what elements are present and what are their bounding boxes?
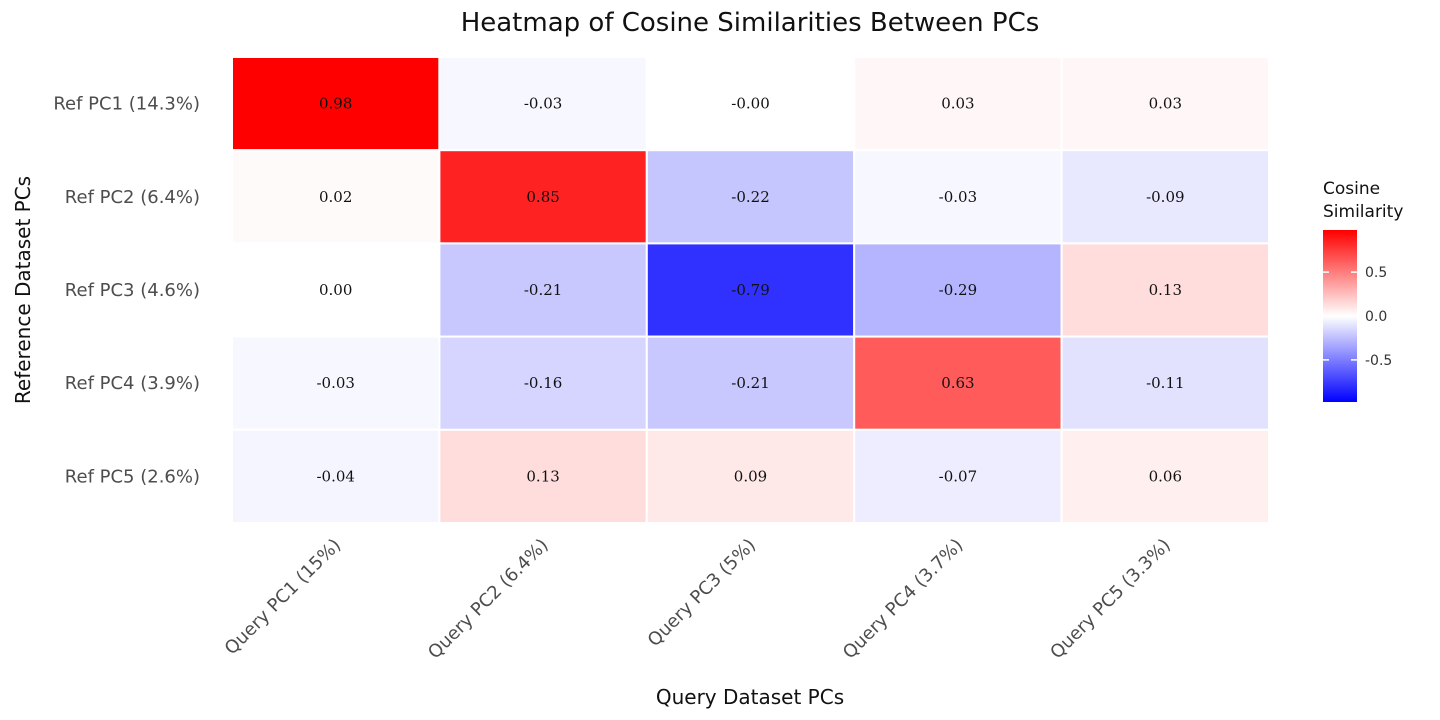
cell-value-label: 0.03 bbox=[1149, 95, 1182, 113]
cell-value-label: -0.21 bbox=[524, 281, 562, 299]
heatmap-cell-r4-c4 bbox=[853, 335, 1063, 431]
x-axis-title: Query Dataset PCs bbox=[656, 685, 844, 709]
cell-value-label: -0.16 bbox=[524, 374, 562, 392]
cell-value-label: 0.63 bbox=[941, 374, 974, 392]
cell-value-label: 0.00 bbox=[319, 281, 352, 299]
cell-value-label: -0.03 bbox=[316, 374, 354, 392]
cell-value-label: 0.13 bbox=[1149, 281, 1182, 299]
heatmap-cell-labels: 0.98 -0.03 -0.00 0.03 0.03 0.02 0.85 -0.22 -0.03… bbox=[316, 95, 1184, 486]
cell-value-label: 0.03 bbox=[941, 95, 974, 113]
cell-value-label: 0.06 bbox=[1149, 467, 1182, 485]
cell-value-label: 0.85 bbox=[526, 188, 559, 206]
cell-value-label: -0.79 bbox=[731, 281, 769, 299]
cell-value-label: -0.11 bbox=[1146, 374, 1184, 392]
heatmap-cell-r4-c3 bbox=[645, 335, 856, 431]
y-tick-label: Ref PC1 (14.3%) bbox=[53, 94, 200, 115]
heatmap-cell-r2-c3 bbox=[645, 149, 856, 245]
cell-value-label: -0.00 bbox=[731, 95, 769, 113]
x-axis-tick-labels: Query PC1 (15%) Query PC2 (6.4%) Query PC3… bbox=[221, 535, 1175, 664]
cell-value-label: 0.09 bbox=[734, 467, 767, 485]
y-tick-label: Ref PC3 (4.6%) bbox=[65, 280, 200, 301]
y-tick-label: Ref PC4 (3.9%) bbox=[65, 373, 200, 394]
heatmap-cell-r1-c4 bbox=[853, 56, 1063, 152]
heatmap-cell-r2-c1 bbox=[231, 149, 441, 245]
heatmap-cell-r4-c5 bbox=[1060, 335, 1270, 431]
heatmap-cell-r1-c1 bbox=[231, 56, 441, 152]
cell-value-label: -0.29 bbox=[939, 281, 977, 299]
y-tick-label: Ref PC5 (2.6%) bbox=[65, 466, 200, 487]
x-tick-label: Query PC1 (15%) bbox=[221, 535, 346, 660]
heatmap-cell-r1-c2 bbox=[438, 56, 648, 152]
cell-value-label: -0.09 bbox=[1146, 188, 1184, 206]
cell-value-label: -0.04 bbox=[316, 467, 354, 485]
cell-value-label: 0.02 bbox=[319, 188, 352, 206]
legend-tick-label: 0.0 bbox=[1365, 309, 1387, 325]
heatmap-cell-r3-c4 bbox=[853, 242, 1063, 338]
legend-title-line-1: Cosine bbox=[1323, 179, 1380, 199]
y-axis-title: Reference Dataset PCs bbox=[11, 176, 35, 404]
heatmap-cells bbox=[231, 56, 1270, 524]
heatmap-cell-r3-c2 bbox=[438, 242, 648, 338]
x-tick-label: Query PC2 (6.4%) bbox=[424, 535, 553, 664]
heatmap-cell-r5-c2 bbox=[438, 428, 648, 524]
heatmap-cell-r5-c5 bbox=[1060, 428, 1270, 524]
y-tick-label: Ref PC2 (6.4%) bbox=[65, 187, 200, 208]
chart-title: Heatmap of Cosine Similarities Between P… bbox=[461, 8, 1040, 38]
cell-value-label: -0.07 bbox=[939, 467, 977, 485]
x-tick-label: Query PC5 (3.3%) bbox=[1046, 535, 1175, 664]
legend-tick-label: -0.5 bbox=[1365, 353, 1392, 369]
cell-value-label: 0.98 bbox=[319, 95, 352, 113]
heatmap-cell-r2-c5 bbox=[1060, 149, 1270, 245]
cell-value-label: -0.22 bbox=[731, 188, 769, 206]
heatmap-cell-r4-c2 bbox=[438, 335, 648, 431]
legend-title-line-2: Similarity bbox=[1323, 202, 1403, 222]
y-axis-tick-labels: Ref PC1 (14.3%) Ref PC2 (6.4%) Ref PC3 (4.… bbox=[53, 94, 200, 488]
cell-value-label: -0.03 bbox=[939, 188, 977, 206]
heatmap-cell-r4-c1 bbox=[231, 335, 441, 431]
heatmap-cell-r5-c3 bbox=[645, 428, 856, 524]
heatmap-cell-r1-c3 bbox=[645, 56, 856, 152]
cell-value-label: 0.13 bbox=[526, 467, 559, 485]
x-tick-label: Query PC4 (3.7%) bbox=[839, 535, 968, 664]
x-tick-label: Query PC3 (5%) bbox=[644, 535, 760, 651]
heatmap-cell-r3-c5 bbox=[1060, 242, 1270, 338]
color-legend: Cosine Similarity 0.5 0.0 -0.5 bbox=[1323, 179, 1403, 402]
legend-ticks: 0.5 0.0 -0.5 bbox=[1323, 265, 1392, 369]
cell-value-label: -0.03 bbox=[524, 95, 562, 113]
cell-value-label: -0.21 bbox=[731, 374, 769, 392]
legend-tick-label: 0.5 bbox=[1365, 265, 1387, 281]
heatmap-cell-r5-c1 bbox=[231, 428, 441, 524]
